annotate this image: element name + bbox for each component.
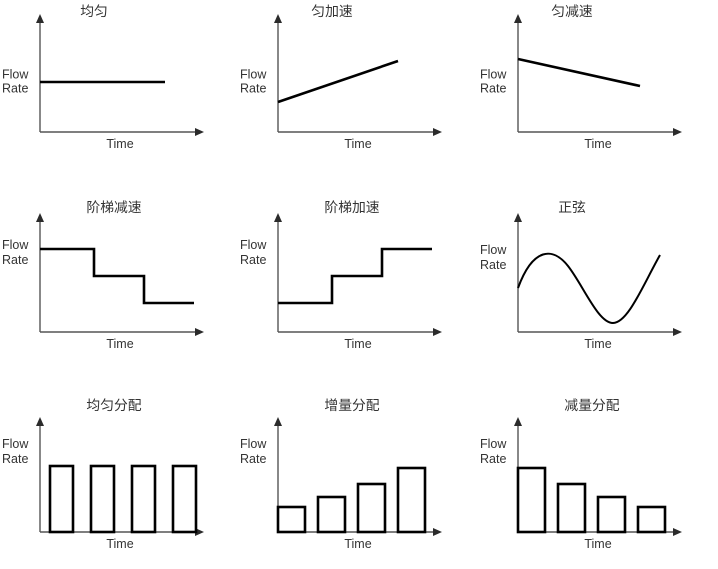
svg-text:Rate: Rate [240, 452, 266, 466]
svg-text:Rate: Rate [2, 452, 28, 466]
svg-text:Time: Time [344, 337, 371, 351]
svg-text:Rate: Rate [480, 258, 506, 272]
svg-text:Flow: Flow [2, 68, 29, 82]
svg-text:Flow: Flow [240, 238, 267, 252]
svg-text:Flow: Flow [480, 68, 507, 82]
svg-text:Flow: Flow [240, 437, 267, 451]
svg-text:Time: Time [584, 137, 611, 151]
svg-text:Rate: Rate [2, 82, 28, 96]
svg-text:Flow: Flow [240, 68, 267, 82]
svg-text:Rate: Rate [2, 253, 28, 267]
svg-text:Time: Time [344, 537, 371, 551]
svg-text:Time: Time [106, 337, 133, 351]
svg-text:Flow: Flow [2, 437, 29, 451]
svg-text:Rate: Rate [480, 82, 506, 96]
svg-text:Flow: Flow [480, 243, 507, 257]
svg-text:Time: Time [344, 137, 371, 151]
svg-text:Flow: Flow [480, 437, 507, 451]
svg-text:Time: Time [106, 537, 133, 551]
svg-text:Rate: Rate [240, 253, 266, 267]
svg-text:Flow: Flow [2, 238, 29, 252]
svg-text:Rate: Rate [480, 452, 506, 466]
svg-text:Rate: Rate [240, 82, 266, 96]
svg-text:Time: Time [584, 337, 611, 351]
svg-text:Time: Time [106, 137, 133, 151]
svg-text:Time: Time [584, 537, 611, 551]
